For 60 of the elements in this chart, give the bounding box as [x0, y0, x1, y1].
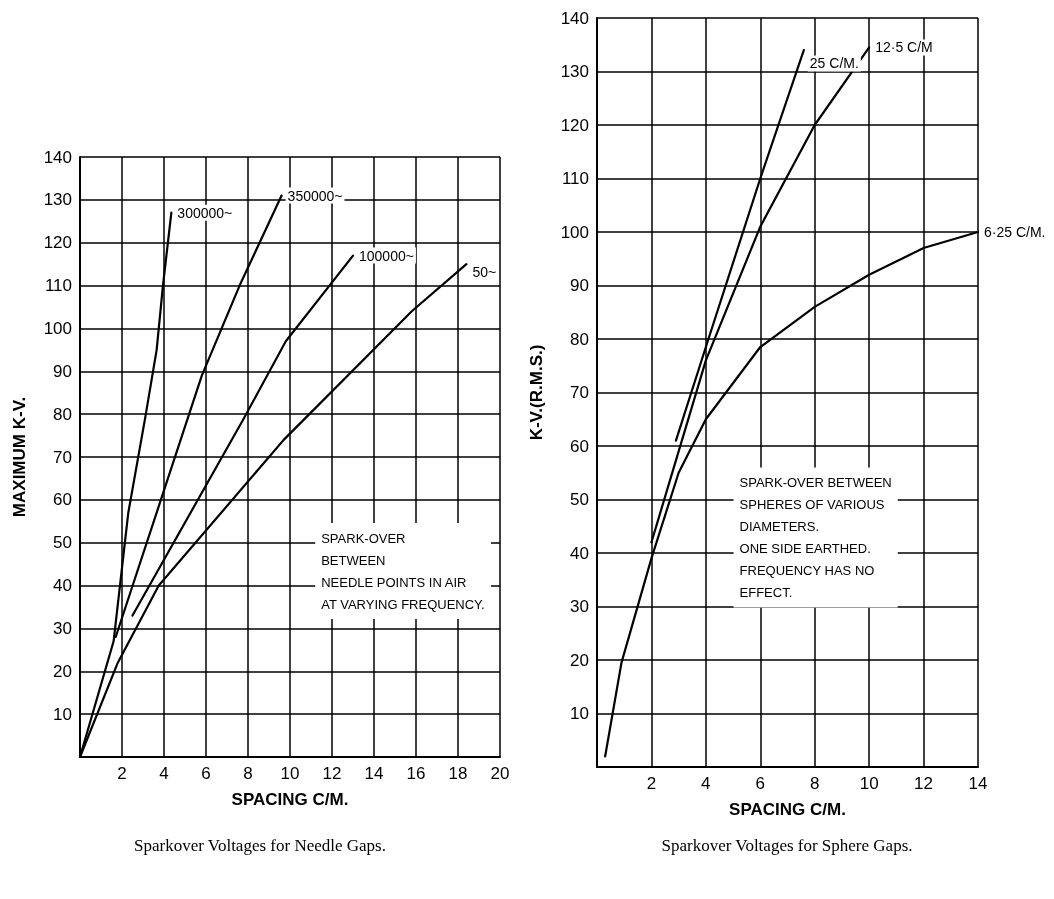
x-tick-label: 8 [809, 774, 820, 793]
x-tick-label: 6 [755, 774, 766, 793]
y-tick-label: 140 [43, 147, 72, 167]
y-tick-label: 60 [570, 436, 589, 456]
y-tick-label: 70 [570, 383, 589, 402]
annotation: SPARK-OVER BETWEEN NEEDLE POINTS IN AIR AT VARYING FREQUENCY. [321, 530, 485, 612]
x-tick-label: 4 [159, 764, 169, 783]
y-tick-label: 30 [53, 618, 72, 638]
y-tick-label: 40 [570, 543, 589, 563]
y-tick-label: 90 [570, 276, 589, 295]
x-tick-label: 4 [701, 774, 711, 793]
series-label: 6·25 C/M. [984, 224, 1046, 240]
y-tick-label: 130 [560, 62, 589, 81]
x-tick-label: 2 [646, 774, 657, 793]
series-label: 100000~ [359, 247, 414, 264]
y-tick-label: 130 [43, 190, 72, 210]
y-tick-label: 20 [570, 650, 589, 670]
y-tick-label: 40 [53, 576, 72, 596]
x-tick-label: 14 [968, 774, 988, 793]
x-tick-label: 10 [280, 764, 300, 783]
y-tick-label: 90 [53, 361, 72, 381]
series-label: 350000~ [287, 187, 343, 204]
y-axis-title: MAXIMUM K-V. [10, 396, 29, 518]
y-tick-label: 80 [53, 404, 72, 424]
series-label: 25 C/M. [809, 55, 859, 72]
y-tick-label: 100 [560, 222, 589, 242]
y-tick-label: 120 [43, 233, 72, 253]
y-tick-label: 110 [561, 169, 589, 188]
y-tick-label: 20 [53, 661, 72, 681]
x-axis-title: SPACING C/M. [231, 790, 349, 809]
series-label: 12·5 C/M [875, 39, 933, 56]
series-label: 300000~ [177, 204, 233, 221]
x-tick-label: 2 [117, 764, 127, 783]
x-tick-label: 14 [364, 764, 384, 783]
y-tick-label: 10 [570, 704, 589, 723]
x-tick-label: 20 [490, 764, 510, 783]
x-tick-label: 10 [859, 774, 879, 793]
y-tick-label: 110 [44, 276, 72, 296]
y-tick-label: 30 [570, 597, 589, 616]
x-tick-label: 8 [243, 764, 253, 783]
series-label: 50~ [472, 263, 497, 280]
annotation: SPARK-OVER BETWEEN SPHERES OF VARIOUS DIAMETERS. ONE SIDE EARTHED. FREQUENCY HAS NO EFFECT. [739, 474, 892, 600]
y-tick-label: 10 [53, 704, 72, 724]
x-tick-label: 16 [406, 764, 426, 783]
y-tick-label: 80 [570, 329, 589, 349]
text: Sparkover Voltages for Sphere Gaps. [661, 836, 913, 855]
x-tick-label: 18 [448, 764, 468, 783]
y-tick-label: 140 [560, 8, 589, 28]
y-axis-title: K-V.(R.M.S.) [527, 344, 546, 441]
x-axis-title: SPACING C/M. [729, 800, 846, 819]
y-tick-label: 50 [570, 490, 589, 509]
y-tick-label: 70 [53, 447, 72, 467]
y-tick-label: 120 [560, 115, 589, 135]
y-tick-label: 60 [53, 490, 72, 510]
x-tick-label: 12 [322, 764, 342, 783]
y-tick-label: 100 [43, 318, 72, 338]
x-tick-label: 12 [914, 774, 934, 793]
text: Sparkover Voltages for Needle Gaps. [134, 836, 386, 855]
x-tick-label: 6 [201, 764, 211, 783]
y-tick-label: 50 [53, 533, 72, 553]
